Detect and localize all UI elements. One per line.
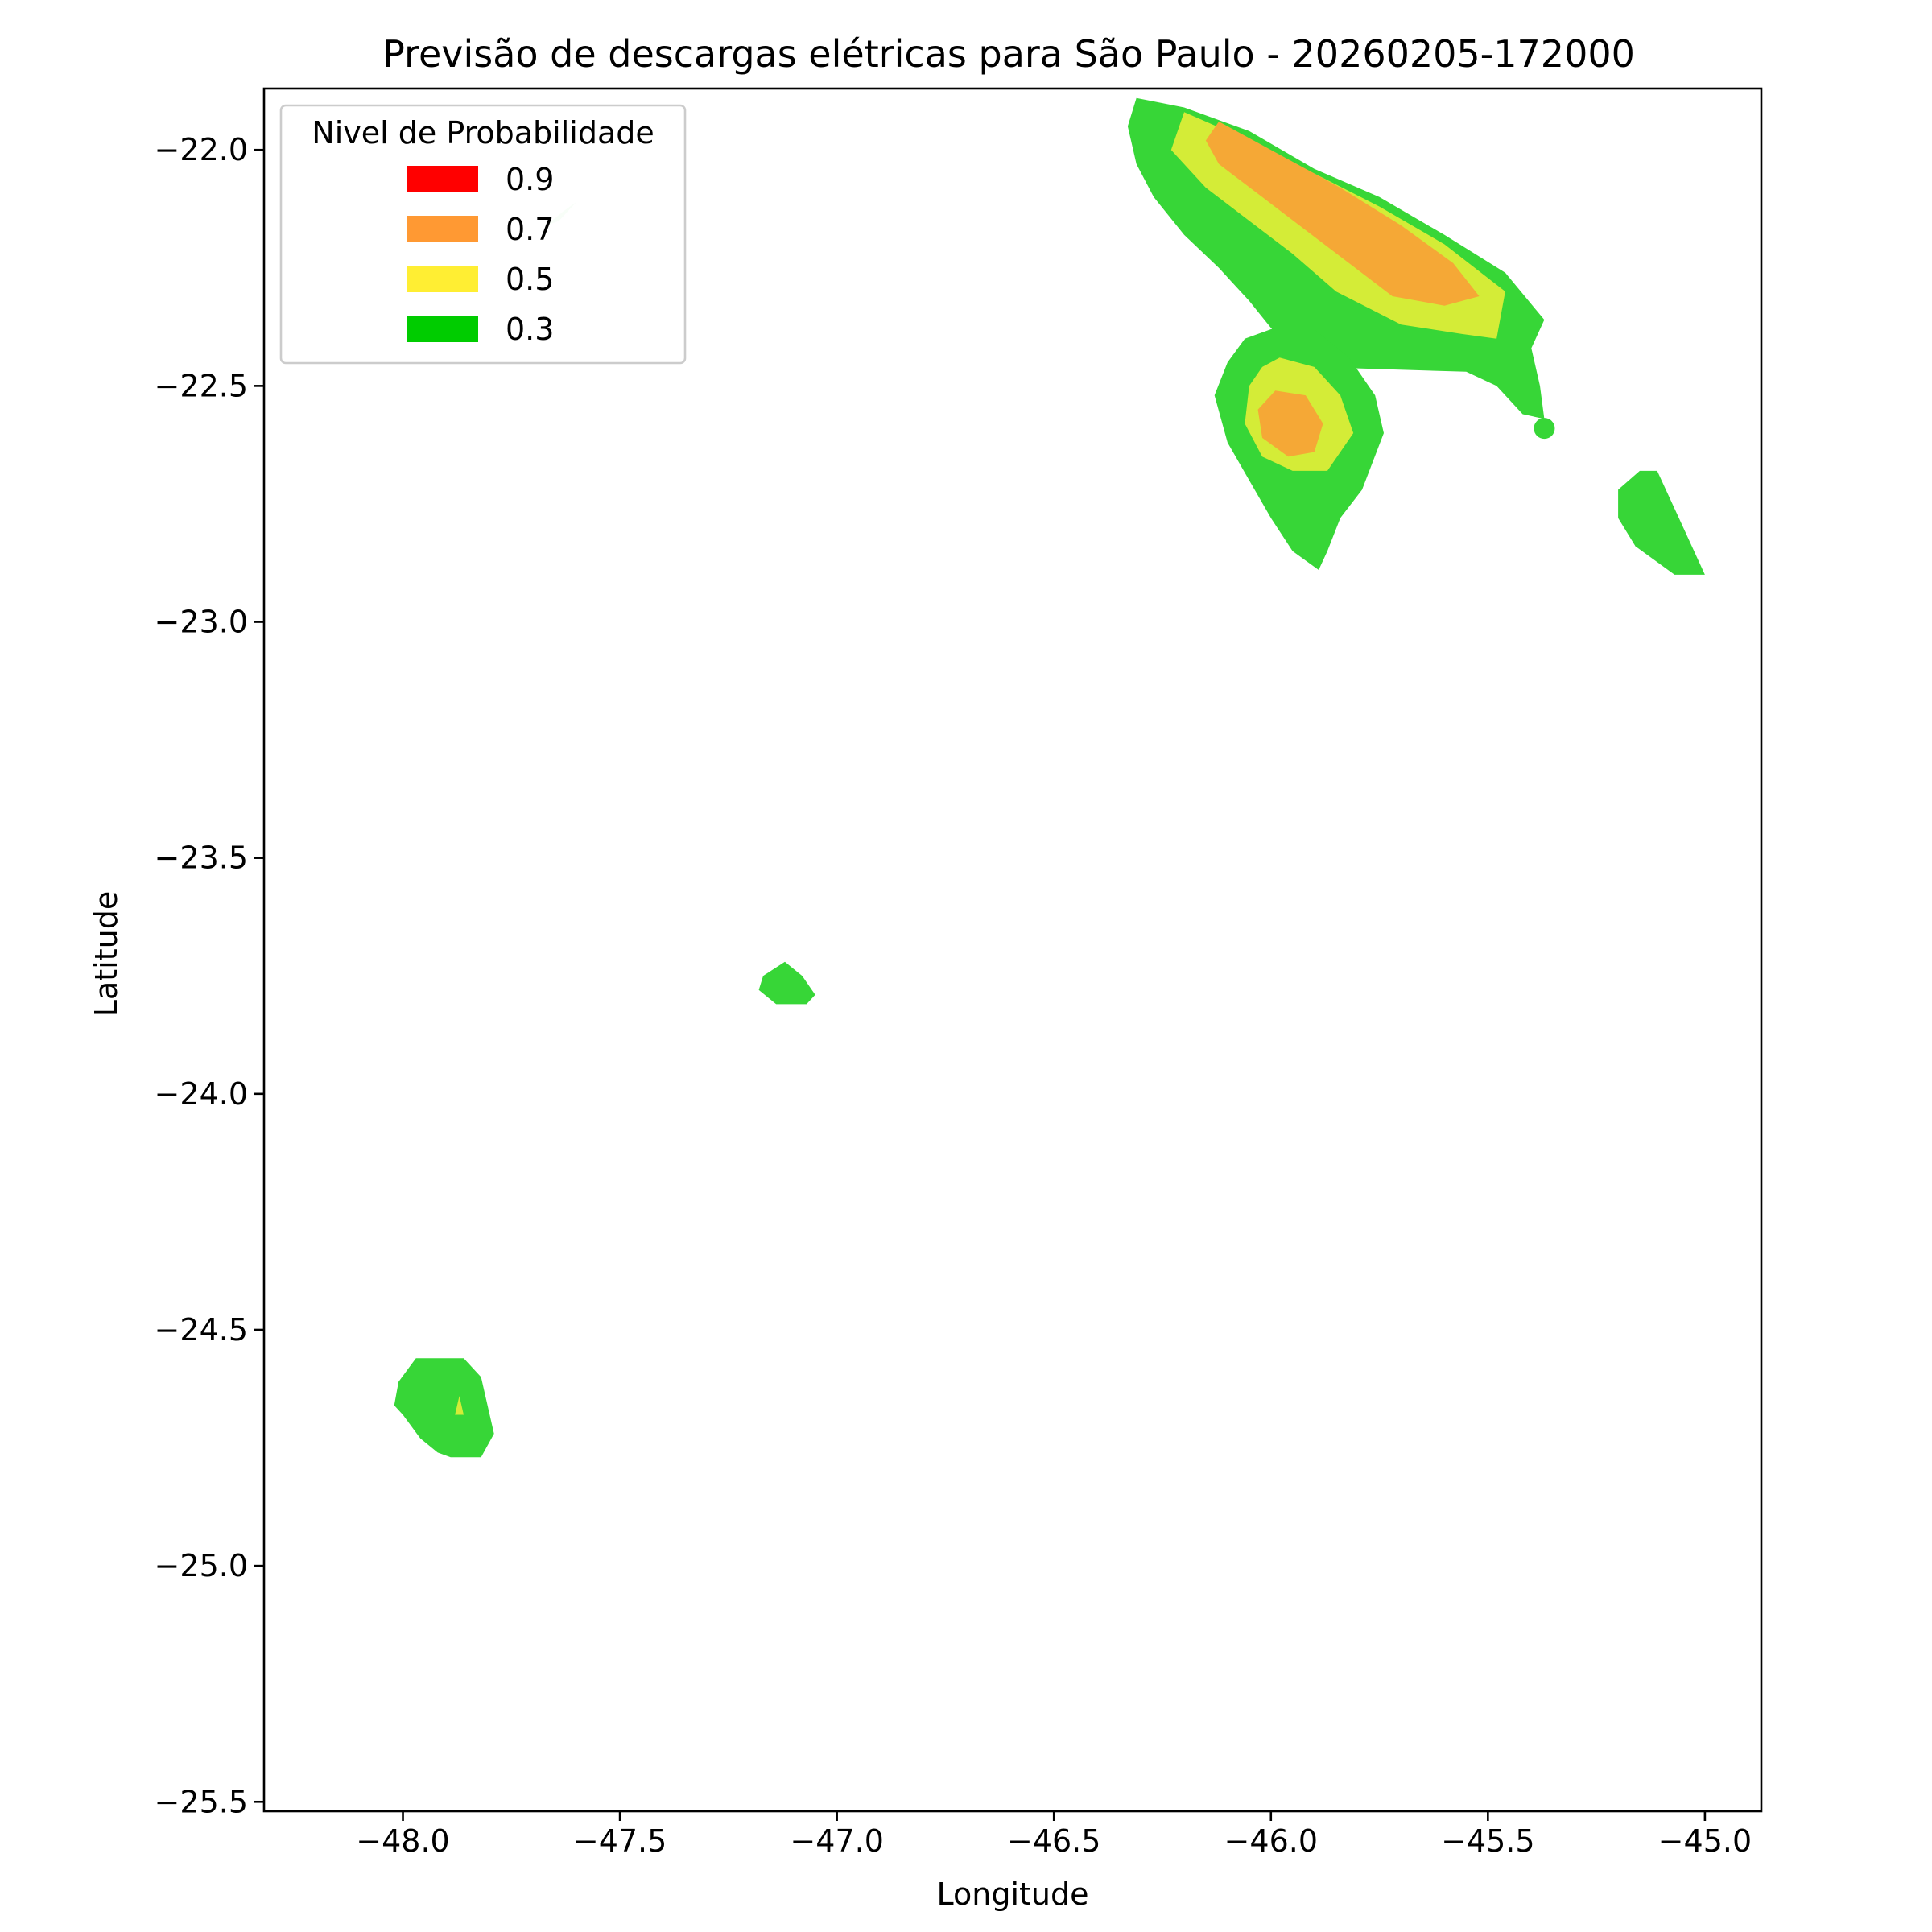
y-tick-label: −24.0 [155,1076,248,1112]
y-axis: −22.0 −22.5 −23.0 −23.5 −24.0 −24.5 −25.0 −25.5 [155,132,264,1819]
x-tick-label: −45.0 [1658,1823,1752,1859]
legend-swatch [407,266,478,292]
contour-level-0-3 [758,961,815,1005]
legend-swatch [407,316,478,342]
y-tick-label: −23.5 [155,840,248,876]
x-tick-label: −47.0 [790,1823,883,1859]
marker-point [1534,418,1555,440]
region-central-cell [1214,329,1384,570]
contour-level-0-7 [1205,122,1480,306]
region-east-patch [1618,470,1705,575]
legend-title: Nivel de Probabilidade [312,115,654,151]
contour-level-0-5 [455,1396,464,1415]
legend-entries: 0.9 0.7 0.5 0.3 [407,162,554,347]
legend: Nivel de Probabilidade 0.9 0.7 0.5 0.3 [279,104,687,365]
plot-frame [262,87,1763,1813]
contour-level-0-3 [1618,470,1705,575]
y-tick-label: −24.5 [155,1312,248,1348]
contour-level-0-3 [394,1358,494,1458]
y-tick-label: −23.0 [155,605,248,640]
legend-label: 0.9 [506,162,554,197]
region-north-band [1127,97,1545,419]
legend-swatch [407,166,478,192]
legend-swatch [407,216,478,242]
y-tick-label: −25.0 [155,1548,248,1583]
contour-level-0-7 [1257,390,1323,457]
y-tick-label: −22.5 [155,368,248,403]
legend-label: 0.3 [506,312,554,347]
x-tick-label: −48.0 [356,1823,449,1859]
contour-regions [394,97,1705,1458]
x-axis: −48.0 −47.5 −47.0 −46.5 −46.0 −45.5 −45.0 [356,1811,1752,1859]
region-central-small-patch [758,961,815,1005]
x-tick-label: −46.5 [1007,1823,1100,1859]
x-tick-label: −45.5 [1441,1823,1534,1859]
region-southwest-cell [394,1358,494,1458]
x-axis-label: Longitude [937,1876,1089,1912]
legend-label: 0.5 [506,262,554,297]
legend-box [279,104,687,365]
y-axis-label: Latitude [89,891,124,1017]
y-tick-label: −22.0 [155,132,248,167]
x-tick-label: −47.5 [573,1823,667,1859]
chart-title: Previsão de descargas elétricas para São… [382,32,1635,76]
y-tick-label: −25.5 [155,1784,248,1819]
legend-label: 0.7 [506,212,554,247]
x-tick-label: −46.0 [1224,1823,1318,1859]
